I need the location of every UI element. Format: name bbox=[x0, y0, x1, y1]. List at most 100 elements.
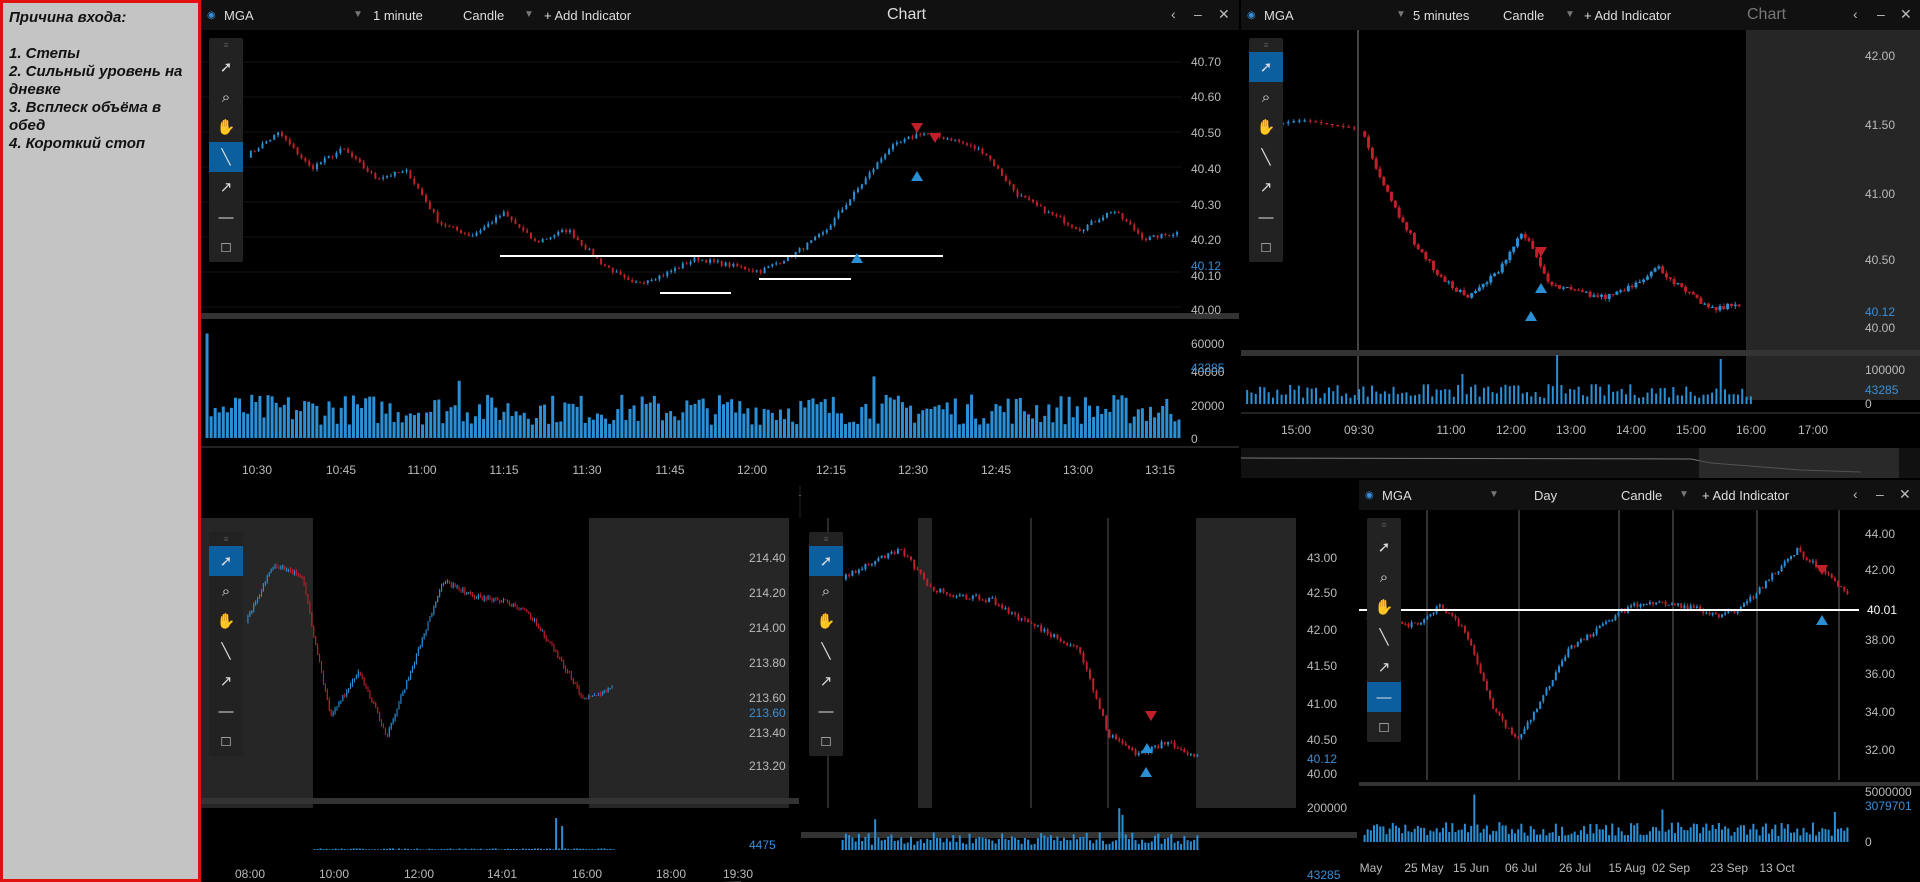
add-indicator-button[interactable]: + Add Indicator bbox=[544, 8, 632, 23]
cursor-icon[interactable]: ➚ bbox=[1249, 52, 1283, 82]
interval-selector[interactable]: Day bbox=[1534, 488, 1558, 503]
chart-type-selector[interactable]: Candle bbox=[1621, 488, 1663, 503]
symbol-selector[interactable]: MGA bbox=[1382, 488, 1412, 503]
hand-icon[interactable]: ✋ bbox=[816, 613, 836, 630]
rect-icon[interactable]: □ bbox=[221, 732, 231, 750]
hline-icon[interactable]: — bbox=[218, 702, 234, 720]
arrow-icon[interactable]: ↗ bbox=[219, 673, 233, 690]
symbol-selector[interactable]: MGA bbox=[1264, 8, 1294, 23]
hline-icon[interactable]: — bbox=[218, 208, 234, 226]
zoom-icon[interactable]: ⌕ bbox=[221, 88, 231, 106]
minimize-icon[interactable]: – bbox=[1194, 6, 1202, 22]
rect-icon[interactable]: □ bbox=[821, 732, 831, 750]
line-icon[interactable]: ╲ bbox=[821, 643, 831, 660]
rect-icon[interactable]: □ bbox=[1261, 238, 1271, 256]
minimize-icon[interactable]: – bbox=[1877, 6, 1885, 22]
arrow-icon[interactable]: ↗ bbox=[819, 673, 833, 690]
chevron-down-icon[interactable]: ▼ bbox=[1396, 9, 1406, 20]
volume-bar bbox=[1046, 837, 1049, 850]
toolbar-grip-icon[interactable]: ≡ bbox=[1381, 520, 1387, 530]
line-icon[interactable]: ╲ bbox=[221, 643, 231, 660]
volume-bar bbox=[896, 395, 900, 438]
hline-icon[interactable]: — bbox=[1258, 208, 1274, 226]
radio-icon[interactable]: ◉ bbox=[1247, 10, 1256, 21]
chart-mid[interactable]: 43.0042.5042.0041.5041.0040.5040.0040.12… bbox=[801, 480, 1357, 882]
candle-body bbox=[369, 690, 371, 698]
chart-1min[interactable]: 40.7040.6040.5040.4040.3040.2040.1040.00… bbox=[201, 0, 1239, 518]
cursor-icon[interactable]: ➚ bbox=[1377, 539, 1391, 556]
back-icon[interactable]: ‹ bbox=[1171, 6, 1176, 22]
candle-body bbox=[1752, 596, 1755, 599]
radio-icon[interactable]: ◉ bbox=[1365, 490, 1374, 501]
cursor-icon[interactable]: ➚ bbox=[209, 546, 243, 576]
volume-bar bbox=[1633, 825, 1636, 842]
chart-type-selector[interactable]: Candle bbox=[1503, 8, 1545, 23]
toolbar-grip-icon[interactable]: ≡ bbox=[223, 40, 229, 50]
line-icon[interactable]: ╲ bbox=[209, 142, 243, 172]
chart-panel-5min[interactable]: ◉ MGA ▼ 5 minutes Candle ▼ + Add Indicat… bbox=[1241, 0, 1920, 478]
chart-day[interactable]: 40.0144.0042.0038.0036.0034.0032.0050000… bbox=[1359, 480, 1920, 882]
hand-icon[interactable]: ✋ bbox=[216, 119, 236, 136]
zoom-icon[interactable]: ⌕ bbox=[1261, 88, 1271, 106]
volume-bar bbox=[665, 412, 669, 438]
volume-bar bbox=[1112, 395, 1116, 438]
chart-panel-1min[interactable]: ◉ MGA ▼ 1 minute Candle ▼ + Add Indicato… bbox=[201, 0, 1239, 518]
back-icon[interactable]: ‹ bbox=[1853, 6, 1858, 22]
interval-selector[interactable]: 5 minutes bbox=[1413, 8, 1470, 23]
arrow-icon[interactable]: ↗ bbox=[1259, 179, 1273, 196]
hand-icon[interactable]: ✋ bbox=[216, 613, 236, 630]
hand-icon[interactable]: ✋ bbox=[1256, 119, 1276, 136]
candle-body bbox=[489, 596, 491, 600]
zoom-icon[interactable]: ⌕ bbox=[1379, 568, 1389, 586]
hline-icon[interactable]: — bbox=[1367, 682, 1401, 712]
chevron-down-icon[interactable]: ▼ bbox=[524, 9, 534, 20]
chevron-down-icon[interactable]: ▼ bbox=[353, 9, 363, 20]
line-icon[interactable]: ╲ bbox=[1379, 629, 1389, 646]
chart-left[interactable]: 214.40214.20214.00213.80213.60213.40213.… bbox=[201, 480, 799, 882]
line-icon[interactable]: ╲ bbox=[1261, 149, 1271, 166]
toolbar-grip-icon[interactable]: ≡ bbox=[223, 534, 229, 544]
cursor-icon[interactable]: ➚ bbox=[809, 546, 843, 576]
volume-bar bbox=[579, 848, 582, 850]
price-tick-label: 40.50 bbox=[1191, 126, 1221, 140]
radio-icon[interactable]: ◉ bbox=[207, 10, 216, 21]
chevron-down-icon[interactable]: ▼ bbox=[1565, 9, 1575, 20]
chart-5min[interactable]: 42.0041.5041.0040.5040.0040.121000000432… bbox=[1241, 0, 1920, 478]
chart-panel-day[interactable]: ◉ MGA ▼ Day Candle ▼ + Add Indicator ‹ –… bbox=[1359, 480, 1920, 882]
candle-body bbox=[732, 263, 735, 267]
hline-icon[interactable]: — bbox=[818, 702, 834, 720]
volume-bar bbox=[1426, 384, 1429, 404]
chart-panel-left[interactable]: 214.40 214.20 214.00 213.80 213.60 213.40 213.… bbox=[201, 480, 799, 882]
close-icon[interactable]: ✕ bbox=[1899, 486, 1911, 502]
chart-type-selector[interactable]: Candle bbox=[463, 8, 505, 23]
close-icon[interactable]: ✕ bbox=[1900, 6, 1912, 22]
zoom-icon[interactable]: ⌕ bbox=[821, 582, 831, 600]
arrow-icon[interactable]: ↗ bbox=[1377, 659, 1391, 676]
arrow-icon[interactable]: ↗ bbox=[219, 179, 233, 196]
close-icon[interactable]: ✕ bbox=[1218, 6, 1230, 22]
rect-icon[interactable]: □ bbox=[1379, 718, 1389, 736]
add-indicator-button[interactable]: + Add Indicator bbox=[1702, 488, 1790, 503]
back-icon[interactable]: ‹ bbox=[1853, 486, 1858, 502]
volume-bar bbox=[975, 838, 978, 850]
volume-bar bbox=[1461, 374, 1464, 404]
candle-body bbox=[1548, 686, 1551, 689]
interval-selector[interactable]: 1 minute bbox=[373, 8, 423, 23]
chart-panel-mid[interactable]: 43.00 42.50 42.00 41.50 41.00 40.50 40.00 40.12… bbox=[801, 480, 1357, 882]
volume-bar bbox=[1573, 831, 1576, 842]
add-indicator-button[interactable]: + Add Indicator bbox=[1584, 8, 1672, 23]
price-tick-label: 213.40 bbox=[749, 726, 786, 740]
cursor-icon[interactable]: ➚ bbox=[219, 59, 233, 76]
chevron-down-icon[interactable]: ▼ bbox=[1679, 489, 1689, 500]
hand-icon[interactable]: ✋ bbox=[1374, 599, 1394, 616]
volume-bar bbox=[258, 395, 262, 438]
candle-body bbox=[1691, 292, 1695, 295]
symbol-selector[interactable]: MGA bbox=[224, 8, 254, 23]
chevron-down-icon[interactable]: ▼ bbox=[1489, 489, 1499, 500]
toolbar-grip-icon[interactable]: ≡ bbox=[1263, 40, 1269, 50]
zoom-icon[interactable]: ⌕ bbox=[221, 582, 231, 600]
minimize-icon[interactable]: – bbox=[1876, 486, 1884, 502]
volume-bar bbox=[1416, 826, 1419, 842]
toolbar-grip-icon[interactable]: ≡ bbox=[823, 534, 829, 544]
rect-icon[interactable]: □ bbox=[221, 238, 231, 256]
